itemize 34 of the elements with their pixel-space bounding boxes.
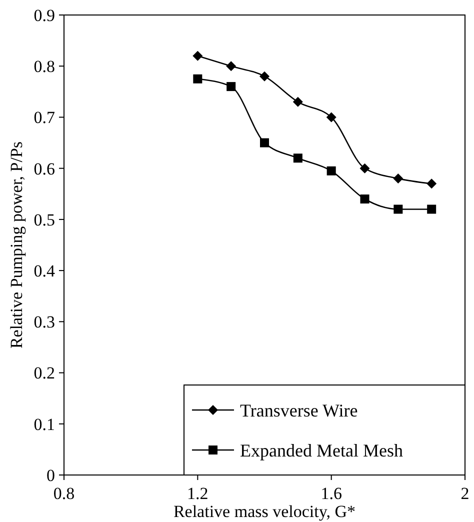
y-tick-label: 0.6 (34, 159, 55, 178)
point (226, 61, 236, 72)
point (326, 166, 336, 176)
point (260, 71, 270, 82)
point (226, 82, 236, 92)
y-tick-label: 0.9 (34, 6, 55, 25)
point (192, 50, 203, 61)
y-tick-label: 0.1 (34, 414, 55, 434)
point (426, 178, 437, 189)
point (427, 204, 436, 214)
y-tick-label: 0.5 (34, 210, 55, 230)
x-axis-title: Relative mass velocity, G* (173, 502, 356, 521)
x-tick-label: 1.2 (187, 484, 208, 503)
y-tick-label: 0.3 (34, 312, 55, 332)
point (292, 96, 303, 107)
point (394, 204, 403, 214)
legend-label: Expanded Metal Mesh (240, 440, 403, 460)
y-tick-label: 0.2 (34, 364, 55, 383)
point (293, 154, 302, 163)
y-tick-label: 0.4 (34, 262, 56, 281)
x-tick-label: 1.6 (320, 484, 342, 503)
legend-label: Transverse Wire (240, 400, 358, 420)
y-tick-label: 0.7 (34, 108, 56, 128)
point (393, 174, 404, 184)
point (260, 138, 269, 148)
x-tick-label: 0.8 (53, 484, 75, 503)
point (360, 194, 370, 204)
y-tick-label: 0 (46, 466, 55, 485)
y-tick-label: 0.8 (34, 57, 55, 76)
point (193, 74, 202, 84)
x-tick-label: 2 (460, 484, 470, 503)
point (326, 112, 336, 122)
y-axis-title: Relative Pumping power, P/Ps (7, 141, 26, 349)
point (360, 163, 370, 174)
